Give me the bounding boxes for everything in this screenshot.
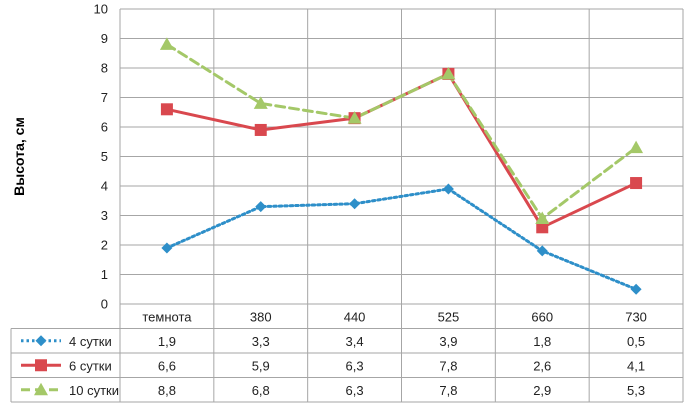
y-axis-label: Высота, см: [11, 117, 27, 196]
y-tick-label: 10: [94, 2, 108, 17]
y-tick-label: 6: [101, 120, 108, 135]
legend-key-marker: [35, 335, 47, 347]
data-table-value: 1,8: [533, 334, 551, 349]
y-tick-label: 0: [101, 297, 108, 312]
series-1-point: [630, 283, 642, 295]
y-tick-label: 9: [101, 31, 108, 46]
legend-label: 10 сутки: [69, 383, 119, 398]
y-tick-label: 2: [101, 238, 108, 253]
y-tick-label: 8: [101, 61, 108, 76]
data-table-value: 5,3: [627, 383, 645, 398]
data-table-value: 0,5: [627, 334, 645, 349]
data-table-value: 6,3: [346, 383, 364, 398]
series-1-point: [442, 183, 454, 195]
series-3-point: [253, 96, 268, 109]
y-tick-label: 3: [101, 208, 108, 223]
series-1-point: [349, 198, 361, 210]
series-1-point: [255, 201, 267, 213]
series-3-point: [535, 211, 550, 224]
legend-key-marker: [35, 359, 47, 372]
y-tick-label: 1: [101, 267, 108, 282]
y-tick-label: 4: [101, 179, 108, 194]
data-table-value: 5,9: [252, 358, 270, 373]
series-2-point: [160, 103, 173, 116]
series-3-point: [441, 66, 456, 80]
legend-label: 6 сутки: [69, 358, 112, 373]
x-category-label: темнота: [142, 309, 192, 324]
data-table-value: 7,8: [439, 383, 457, 398]
x-category-label: 730: [625, 309, 647, 324]
data-table-value: 4,1: [627, 358, 645, 373]
x-category-label: 660: [531, 309, 553, 324]
x-category-label: 380: [250, 309, 272, 324]
data-table-value: 3,4: [346, 334, 364, 349]
y-tick-label: 5: [101, 149, 108, 164]
series-1-point: [536, 245, 548, 257]
series-1-point: [161, 242, 173, 254]
x-category-label: 525: [438, 309, 460, 324]
data-table-value: 8,8: [158, 383, 176, 398]
series-3-point: [629, 140, 644, 154]
data-table-value: 2,9: [533, 383, 551, 398]
data-table-value: 7,8: [439, 358, 457, 373]
data-table-value: 3,9: [439, 334, 457, 349]
series-line-1: [165, 187, 638, 291]
legend-label: 4 сутки: [69, 334, 112, 349]
data-table-value: 6,3: [346, 358, 364, 373]
data-table-value: 1,9: [158, 334, 176, 349]
series-line-3: [165, 42, 638, 220]
data-table-value: 3,3: [252, 334, 270, 349]
series-2-point: [254, 123, 267, 136]
data-table-value: 6,8: [252, 383, 270, 398]
data-table-value: 6,6: [158, 358, 176, 373]
y-tick-label: 7: [101, 90, 108, 105]
series-2-point: [630, 177, 643, 190]
series-3-point: [159, 37, 174, 50]
data-table-value: 2,6: [533, 358, 551, 373]
series-3-point: [347, 111, 362, 124]
legend-key-marker: [34, 382, 48, 396]
series-2-point: [536, 221, 549, 234]
x-category-label: 440: [344, 309, 366, 324]
